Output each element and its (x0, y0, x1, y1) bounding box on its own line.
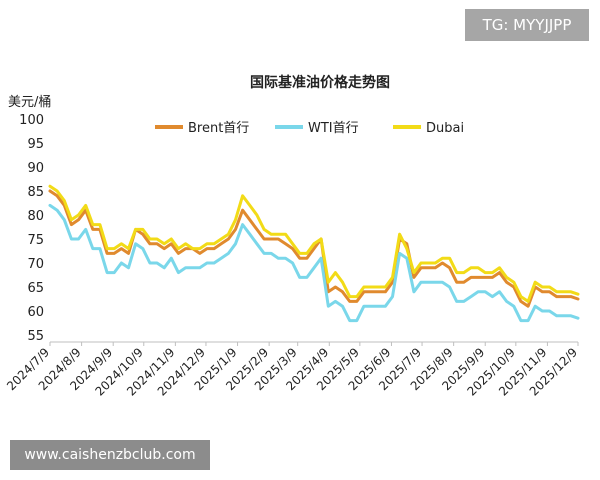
y-tick-label: 80 (27, 209, 44, 224)
series-line (48, 203, 580, 323)
y-axis-unit-label: 美元/桶 (8, 95, 51, 110)
watermark-site-url: www.caishenzbclub.com (10, 440, 210, 470)
chart-title: 国际基准油价格走势图 (250, 74, 390, 91)
x-axis: 2024/7/92024/8/92024/9/92024/10/92024/11… (4, 341, 580, 399)
y-tick-label: 85 (27, 185, 44, 200)
legend: Brent首行 WTI首行 Dubai (155, 121, 464, 136)
y-tick-label: 90 (27, 161, 44, 176)
y-tick-label: 75 (27, 233, 44, 248)
legend-label: Dubai (426, 121, 464, 136)
y-tick-label: 65 (27, 281, 44, 296)
series-line (48, 184, 580, 303)
watermark-tag: TG: MYYJJPP (465, 9, 589, 41)
y-tick-label: 55 (27, 329, 44, 344)
y-axis: 55 60 65 70 75 80 85 90 95 100 (19, 113, 44, 344)
y-tick-label: 60 (27, 305, 44, 320)
series-line (48, 189, 580, 308)
legend-label: Brent首行 (188, 121, 249, 136)
y-tick-label: 100 (19, 113, 44, 128)
y-tick-label: 70 (27, 257, 44, 272)
legend-label: WTI首行 (308, 121, 359, 136)
plot-area (48, 184, 580, 323)
y-tick-label: 95 (27, 137, 44, 152)
